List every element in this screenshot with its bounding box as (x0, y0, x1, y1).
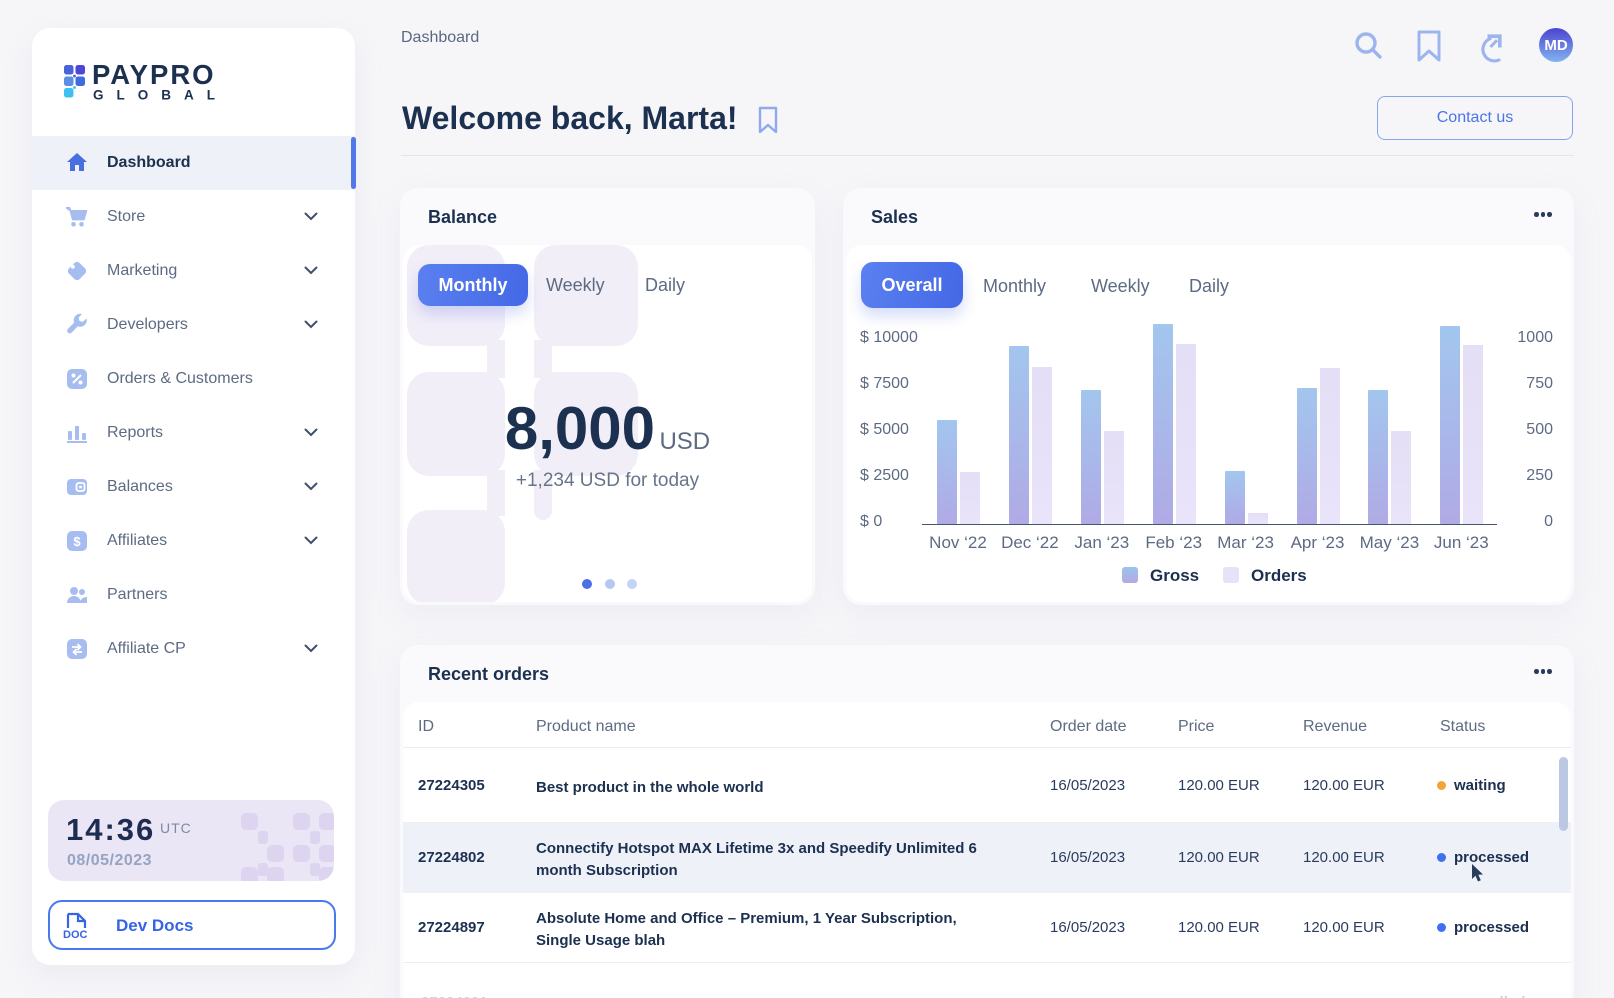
svg-text:GLOBAL: GLOBAL (93, 88, 228, 103)
svg-text:DOC: DOC (63, 929, 88, 940)
svg-text:$: $ (73, 534, 81, 549)
svg-text:PAYPRO: PAYPRO (92, 64, 216, 90)
